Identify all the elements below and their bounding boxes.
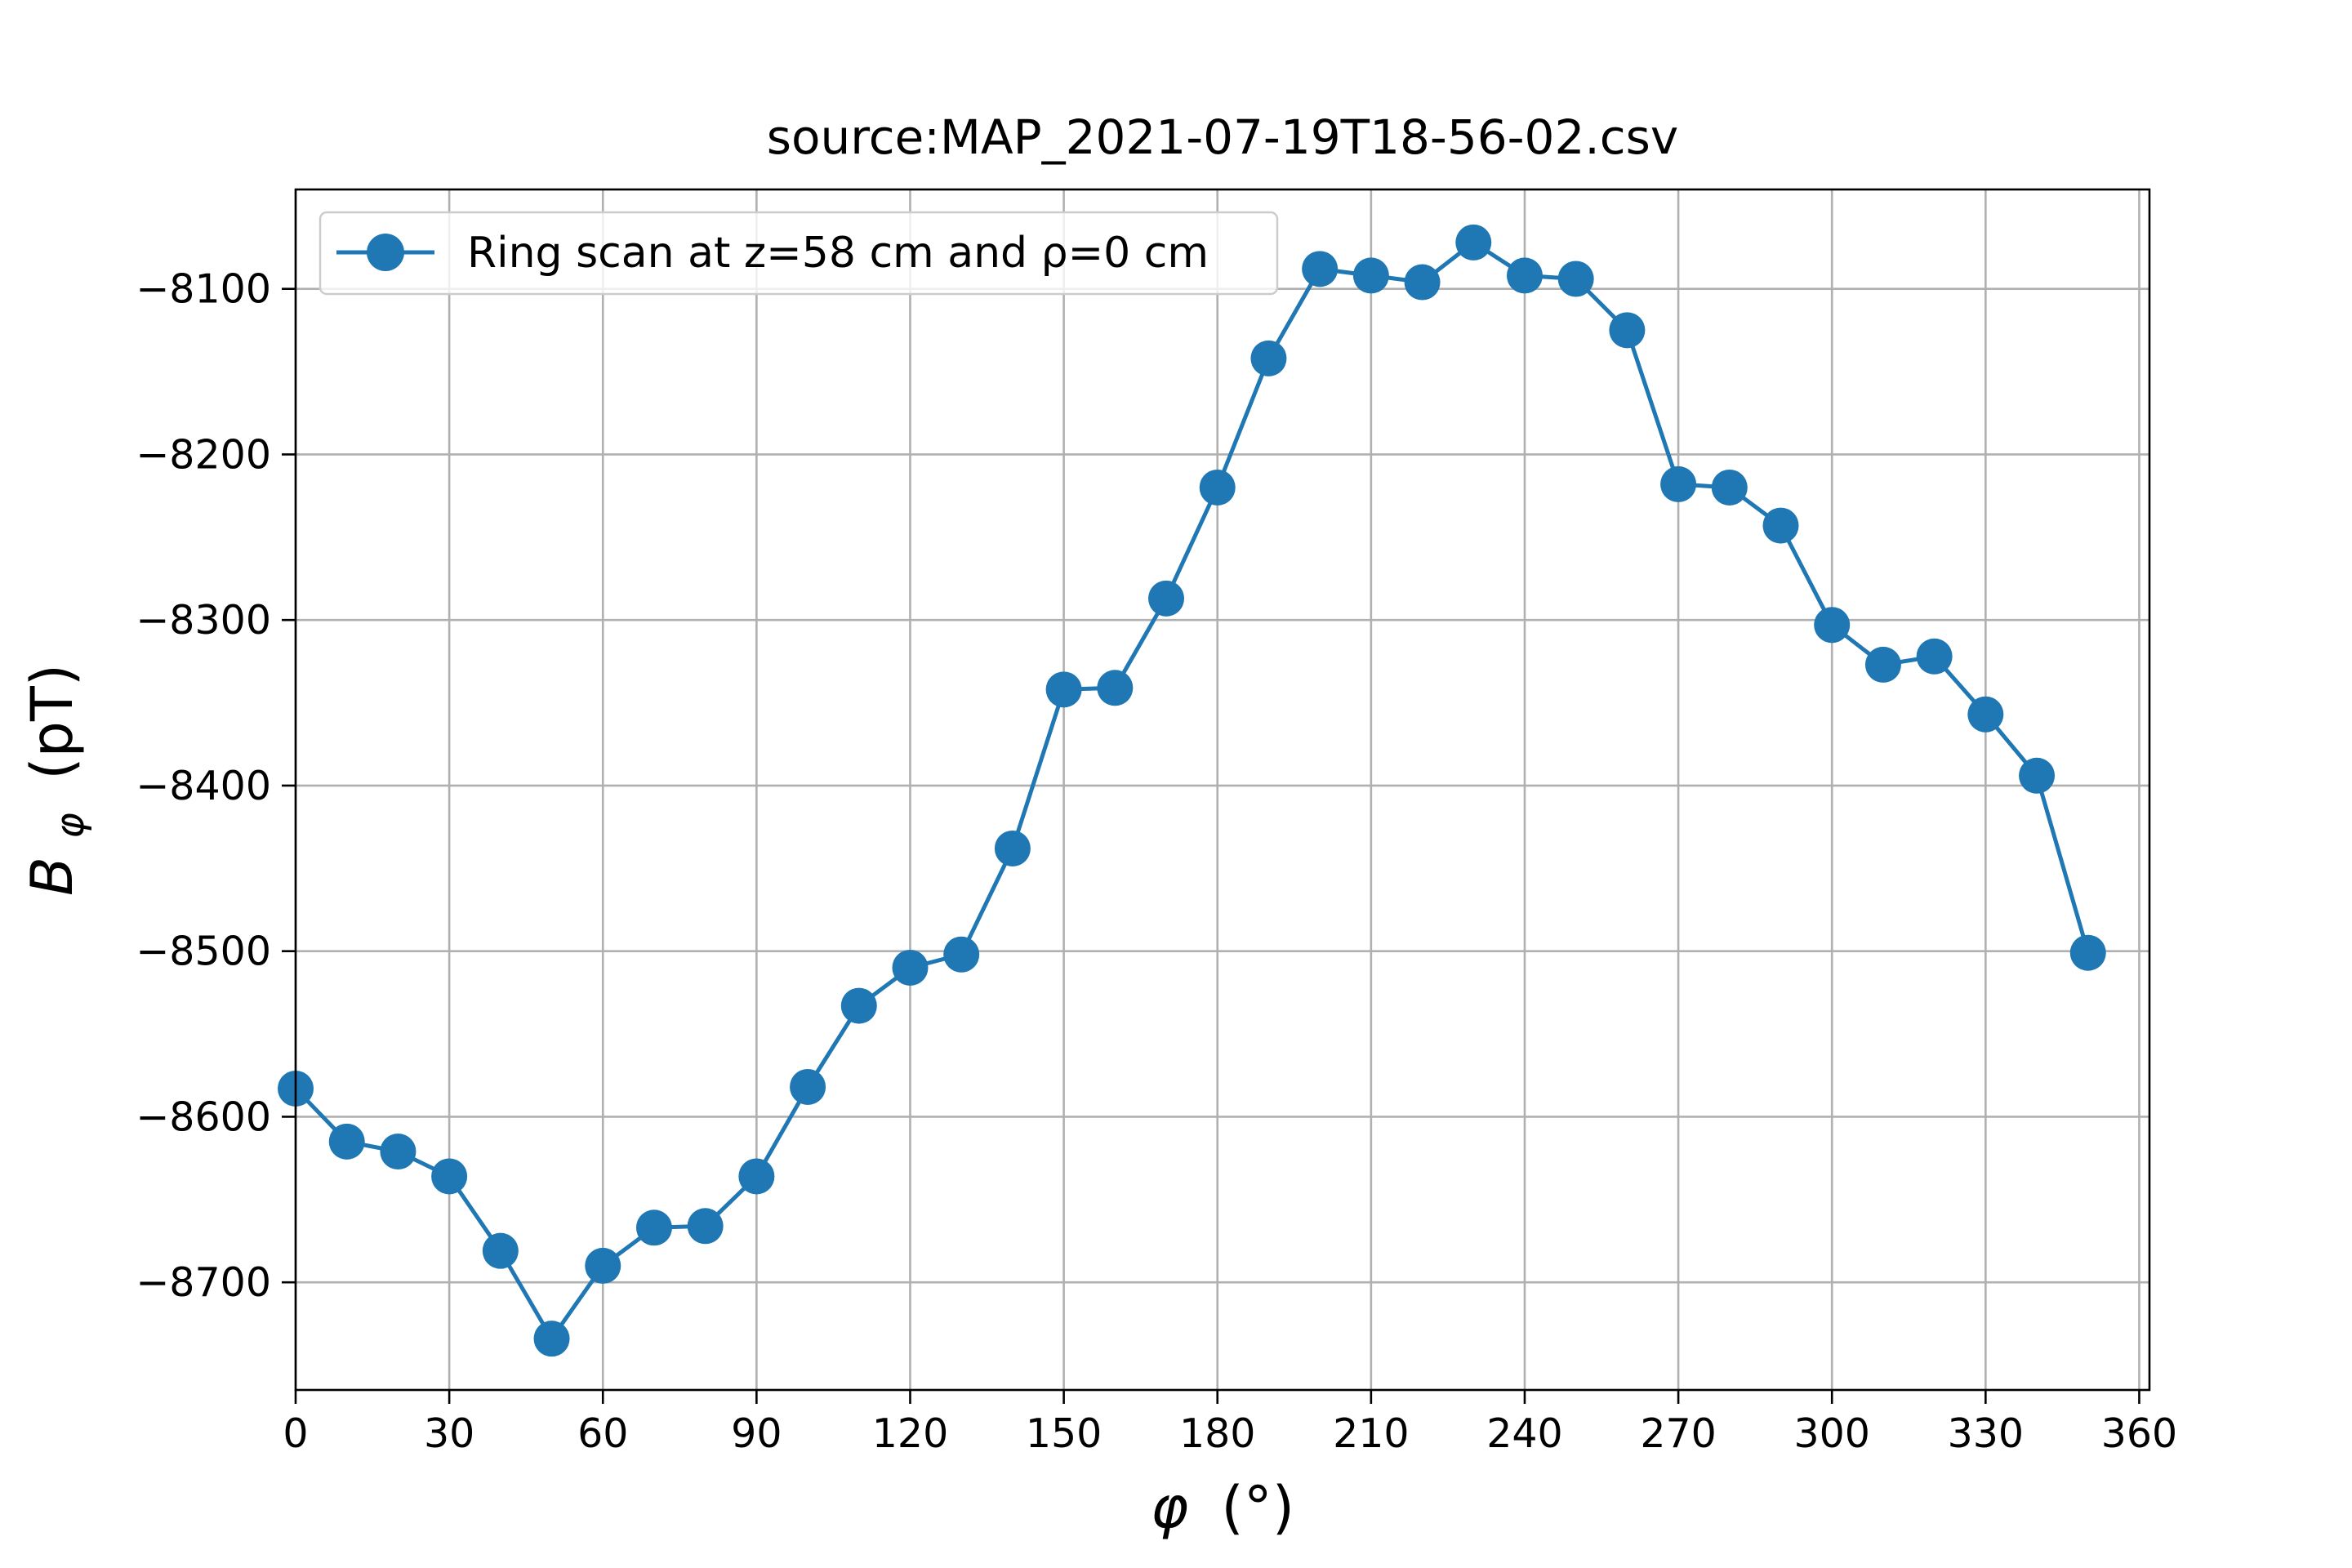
x-tick-label: 150 <box>1026 1410 1102 1457</box>
x-tick-label: 90 <box>731 1410 782 1457</box>
x-tick-label: 330 <box>1948 1410 2025 1457</box>
data-point <box>1404 264 1441 301</box>
y-tick-label: −8100 <box>136 266 271 313</box>
data-point <box>533 1321 570 1357</box>
data-point <box>380 1134 416 1170</box>
data-point <box>840 987 877 1024</box>
x-tick-label: 360 <box>2101 1410 2178 1457</box>
data-point <box>431 1158 468 1195</box>
y-axis-label: B φ (pT) <box>19 664 97 896</box>
data-point <box>1045 671 1082 708</box>
data-point <box>1609 312 1646 349</box>
data-point <box>1864 646 1901 683</box>
x-tick-label: 300 <box>1793 1410 1870 1457</box>
data-point <box>1302 251 1339 287</box>
legend-box <box>318 211 1279 296</box>
legend-series-marker <box>367 234 404 271</box>
legend: Ring scan at z=58 cm and ρ=0 cm <box>318 211 1279 296</box>
data-point <box>687 1208 724 1245</box>
x-tick-label: 0 <box>283 1410 308 1457</box>
data-point <box>635 1209 672 1246</box>
data-point <box>1762 507 1799 544</box>
series-layer <box>278 224 2106 1357</box>
y-tick-label: −8300 <box>136 597 271 644</box>
y-axis-label-symbol: B <box>19 857 86 896</box>
data-point <box>1660 466 1697 502</box>
legend-series-label: Ring scan at z=58 cm and ρ=0 cm <box>467 229 1209 278</box>
y-tick-label: −8200 <box>136 431 271 478</box>
data-point <box>328 1123 365 1160</box>
data-point <box>790 1068 826 1105</box>
data-point <box>1916 638 1953 675</box>
data-point <box>482 1232 519 1269</box>
data-point <box>1148 580 1185 617</box>
data-point <box>1967 696 2004 733</box>
y-axis-label-unit: (pT) <box>19 664 86 780</box>
x-axis-label-unit: (°) <box>1221 1474 1294 1541</box>
data-point <box>1199 469 1236 506</box>
y-tick-label: −8600 <box>136 1094 271 1140</box>
data-point <box>1506 257 1543 294</box>
data-point <box>2069 934 2106 971</box>
data-point <box>1557 261 1594 297</box>
chart-title: source:MAP_2021-07-19T18-56-02.csv <box>767 109 1678 165</box>
data-point <box>1352 257 1389 294</box>
x-tick-label: 210 <box>1333 1410 1410 1457</box>
data-point <box>1097 670 1134 706</box>
x-tick-label: 180 <box>1179 1410 1256 1457</box>
y-axis-label-subscript: φ <box>47 813 93 839</box>
data-point <box>738 1158 775 1195</box>
data-point <box>1711 469 1748 506</box>
data-point <box>994 830 1031 866</box>
x-tick-label: 270 <box>1640 1410 1717 1457</box>
y-tick-label: −8400 <box>136 763 271 809</box>
grid <box>294 189 2149 1390</box>
x-axis-label-symbol: φ <box>1151 1474 1188 1541</box>
x-tick-label: 60 <box>577 1410 628 1457</box>
data-point <box>585 1247 621 1284</box>
data-point <box>1250 340 1287 376</box>
x-axis-ticks: 0 30 60 90 120 150 180 210 240 270 300 330 360 <box>283 1390 2177 1457</box>
x-tick-label: 240 <box>1486 1410 1563 1457</box>
y-tick-label: −8500 <box>136 929 271 975</box>
y-axis-ticks: −8700 −8600 −8500 −8400 −8300 −8200 −8100 <box>136 266 296 1306</box>
y-tick-label: −8700 <box>136 1259 271 1306</box>
x-tick-label: 30 <box>424 1410 474 1457</box>
plot-frame <box>294 188 2151 1392</box>
data-point <box>2019 757 2056 794</box>
data-point <box>1455 224 1492 261</box>
data-point <box>892 949 929 986</box>
x-axis-label: φ (°) <box>1151 1474 1294 1541</box>
data-point <box>943 936 980 973</box>
data-point <box>1814 607 1851 644</box>
x-tick-label: 120 <box>872 1410 949 1457</box>
